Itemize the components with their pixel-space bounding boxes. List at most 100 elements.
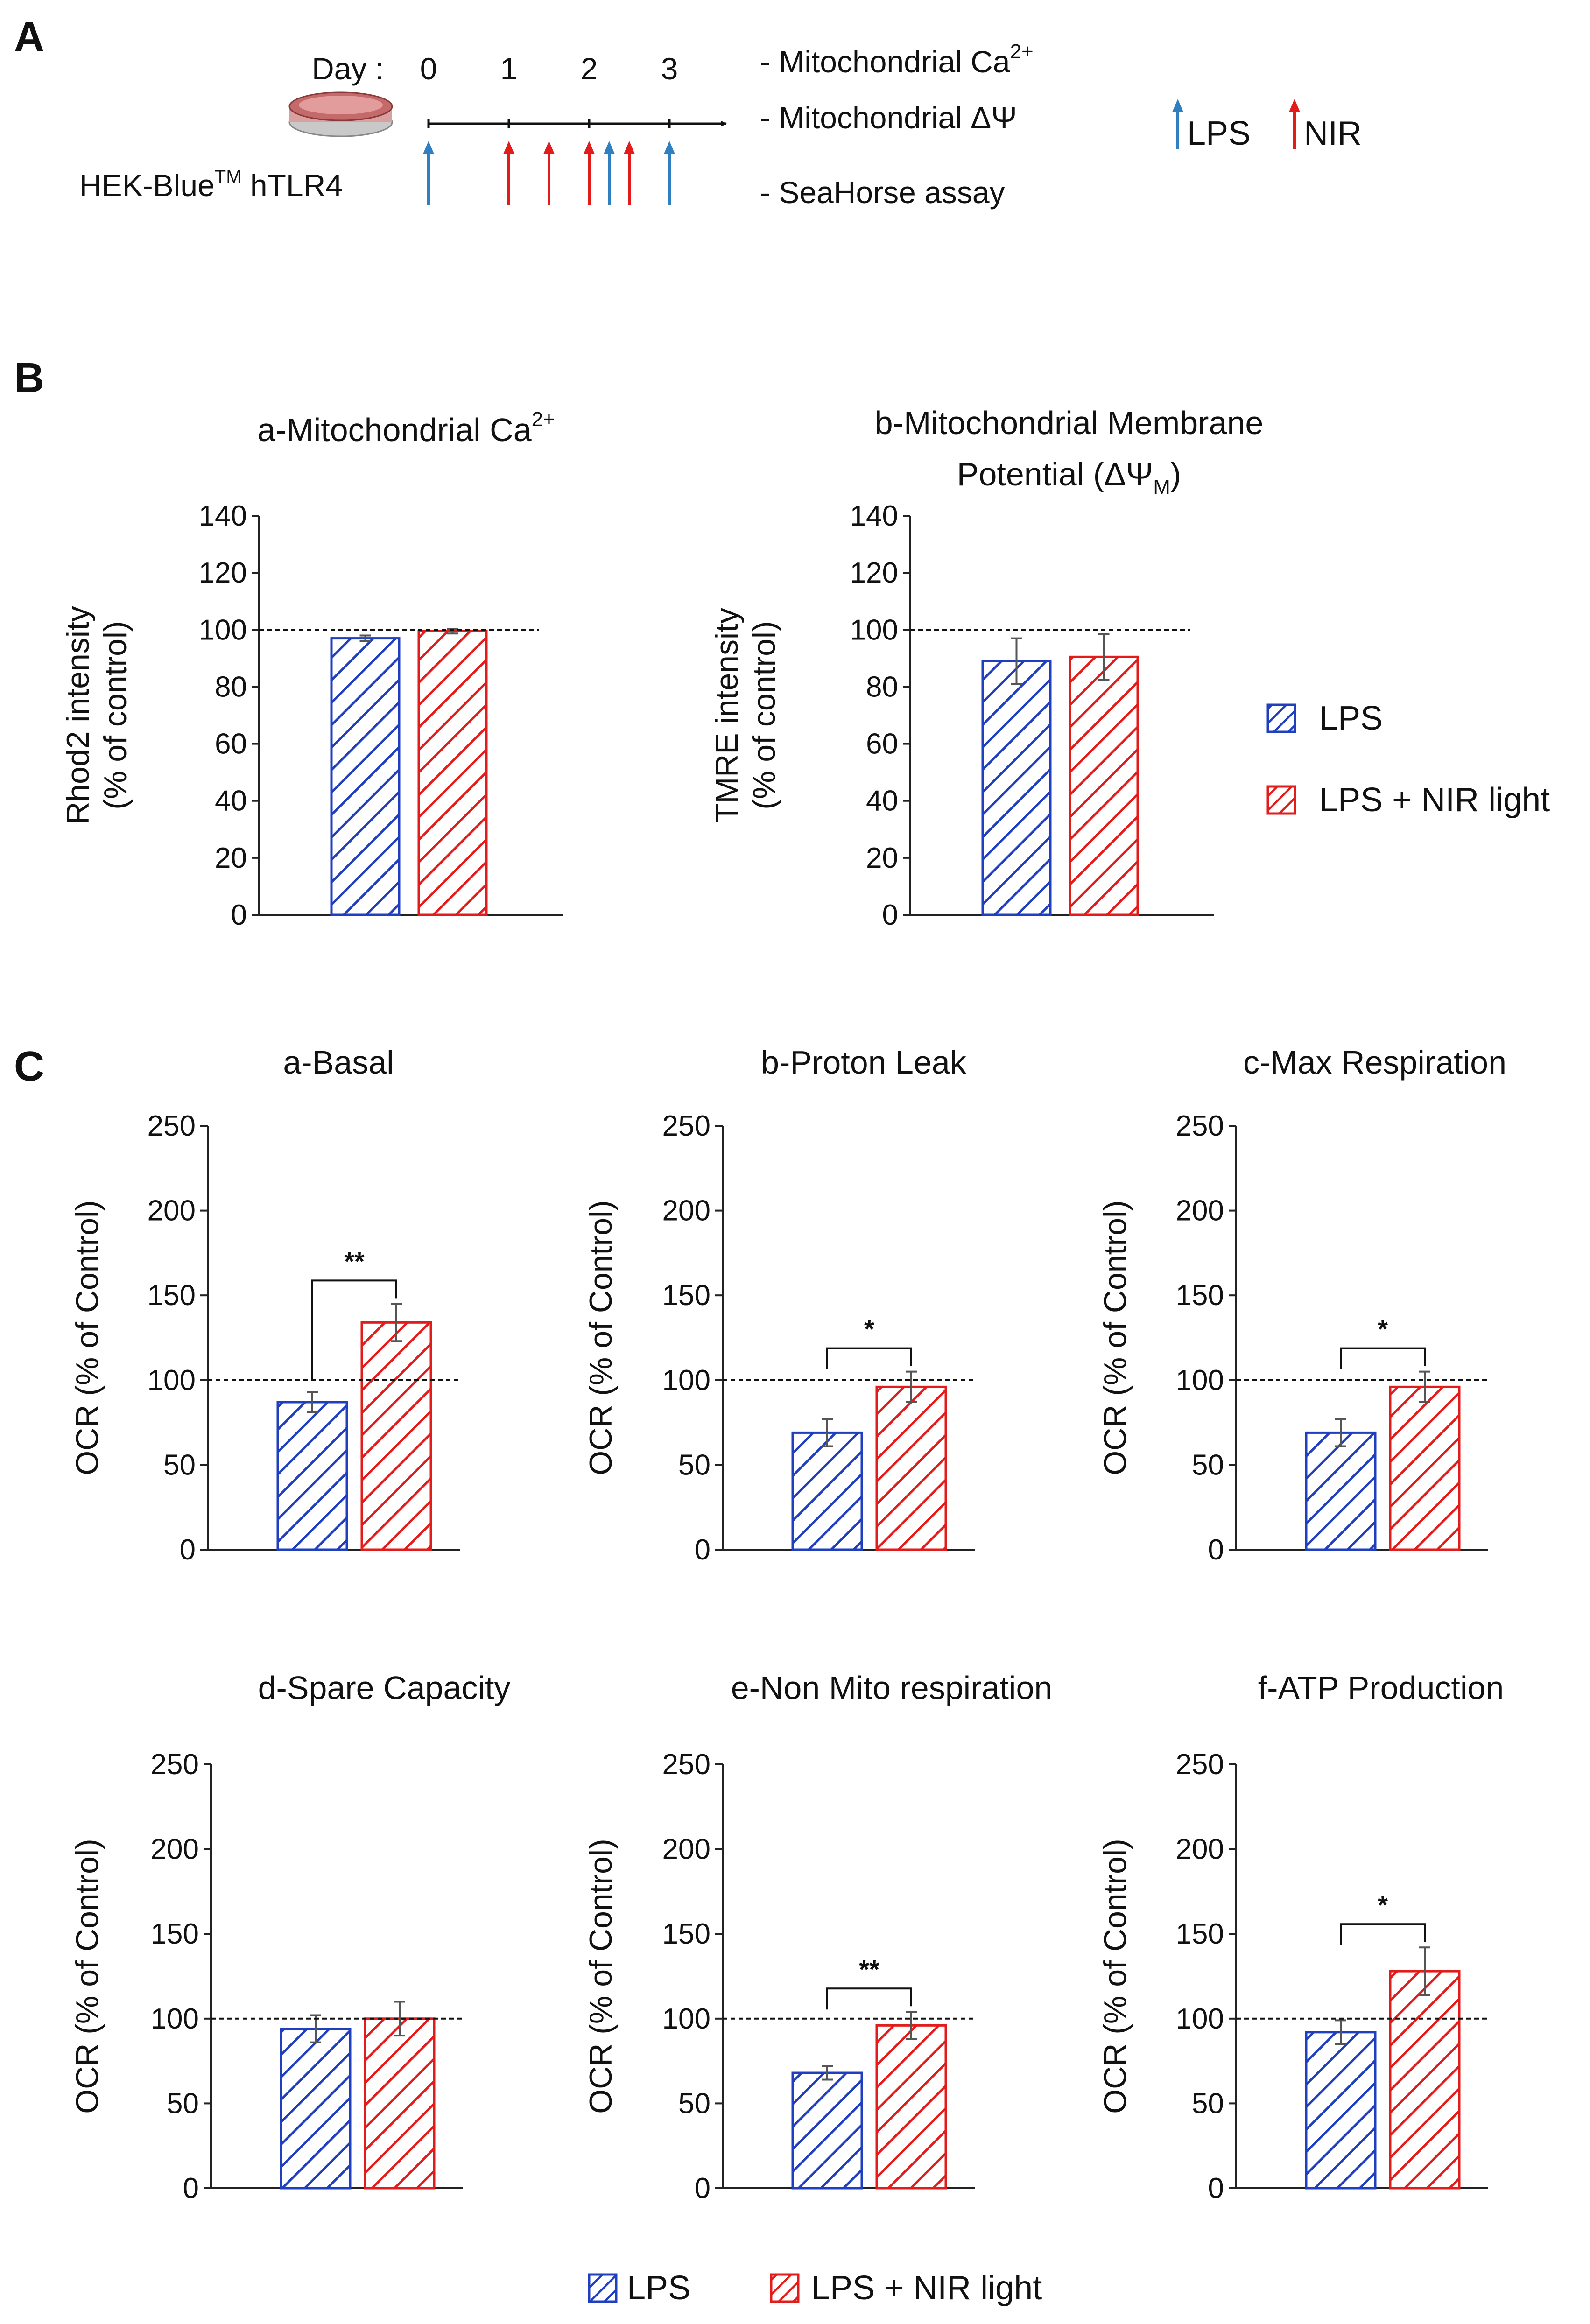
y-tick-label: 100 [662, 2003, 711, 2035]
y-tick-label: 100 [662, 1364, 711, 1397]
y-tick-label: 250 [1176, 1748, 1224, 1781]
y-tick-label: 250 [1176, 1110, 1224, 1142]
bar-lps-nir [360, 1321, 432, 1551]
nir-treatment-arrow [503, 141, 514, 205]
cell-line-label: HEK-BlueTM hTLR4 [79, 167, 343, 203]
lps-treatment-arrow [423, 141, 434, 205]
bar-lps-nir [364, 2017, 436, 2190]
error-bar [359, 634, 371, 642]
bar-lps [276, 1401, 348, 1551]
error-bar [906, 2011, 917, 2040]
panel-c-legend: LPS LPS + NIR light [588, 2269, 1042, 2307]
y-tick-label: 100 [850, 614, 898, 646]
error-bar [394, 2001, 405, 2037]
error-bar [1335, 2019, 1346, 2045]
chart-max-respiration: c-Max Respiration OCR (% of Control) 0 50 10… [1098, 1044, 1506, 1566]
y-axis-label: OCR (% of Control) [583, 1839, 619, 2113]
y-tick-label: 150 [1176, 1279, 1224, 1312]
y-axis-label: OCR (% of Control) [70, 1839, 105, 2113]
y-axis-label: (% of control) [98, 621, 133, 809]
bar-lps [791, 2071, 863, 2190]
readout-item: - Mitochondrial ΔΨ [760, 100, 1017, 135]
y-tick-label: 50 [1192, 1449, 1224, 1481]
y-tick-label: 80 [866, 671, 898, 703]
y-tick-label: 200 [148, 1195, 196, 1227]
y-tick-label: 140 [850, 500, 898, 532]
chart-proton-leak: b-Proton Leak OCR (% of Control) 0 50 100 150… [583, 1044, 975, 1566]
y-tick-label: 120 [850, 557, 898, 589]
y-tick-label: 250 [148, 1110, 196, 1142]
y-axis-label: OCR (% of Control) [583, 1200, 619, 1475]
error-bar [906, 1370, 917, 1404]
chart-title: b-Mitochondrial Membrane [875, 405, 1264, 441]
y-tick-label: 40 [866, 785, 898, 817]
nir-legend-label: NIR [1304, 115, 1362, 152]
day-number: 1 [500, 51, 518, 86]
y-tick-label: 0 [695, 1534, 711, 1566]
bar-lps [280, 2028, 352, 2190]
nir-treatment-arrow [543, 141, 555, 205]
y-tick-label: 50 [678, 2087, 711, 2120]
lps-treatment-arrow [664, 141, 675, 205]
error-bar [1419, 1370, 1430, 1404]
chart-title: e-Non Mito respiration [731, 1670, 1053, 1706]
y-axis-label: (% of control) [746, 621, 782, 809]
panel-a-timeline: A HEK-BlueTM hTLR4 Day : 0 1 2 3 - Mitochon… [14, 14, 1362, 210]
y-tick-label: 150 [662, 1918, 711, 1950]
nir-arrow-legend-icon [1289, 99, 1300, 149]
day-number: 0 [420, 51, 437, 86]
y-tick-label: 120 [199, 557, 247, 589]
day-number: 2 [581, 51, 598, 86]
y-tick-label: 50 [1192, 2087, 1224, 2120]
y-tick-label: 80 [215, 671, 247, 703]
y-tick-label: 100 [199, 614, 247, 646]
significance-bracket [311, 1279, 397, 1381]
bar-lps-nir [1069, 655, 1139, 916]
y-axis-label: OCR (% of Control) [1098, 1839, 1133, 2113]
y-axis-label: Rhod2 intensity [60, 606, 96, 825]
significance-marker: ** [859, 1954, 879, 1984]
y-tick-label: 50 [167, 2087, 199, 2120]
significance-bracket [826, 1347, 912, 1369]
legend-swatch-lps-bottom [588, 2273, 618, 2303]
y-tick-label: 0 [882, 899, 898, 931]
y-tick-label: 200 [662, 1833, 711, 1866]
legend-swatch-nir-bottom [770, 2273, 800, 2303]
nir-treatment-arrow [584, 141, 595, 205]
y-tick-label: 0 [231, 899, 247, 931]
chart-membrane-potential: b-Mitochondrial Membrane Potential (ΔΨM) T… [709, 405, 1263, 931]
y-tick-label: 140 [199, 500, 247, 532]
chart-title: a-Basal [283, 1044, 394, 1081]
significance-marker: * [1378, 1314, 1388, 1344]
error-bar [1011, 637, 1022, 685]
chart-title: c-Max Respiration [1243, 1044, 1506, 1081]
readout-item: - SeaHorse assay [760, 175, 1005, 210]
day-ticks [427, 119, 671, 128]
chart-title-line2: Potential (ΔΨM) [957, 456, 1181, 499]
y-tick-label: 0 [695, 2172, 711, 2205]
day-label: Day : [312, 51, 384, 86]
significance-marker: * [864, 1314, 874, 1344]
chart-title: a-Mitochondrial Ca2+ [257, 408, 555, 448]
chart-basal: a-Basal OCR (% of Control) 0 50 100 150 200 250… [70, 1044, 460, 1566]
y-tick-label: 250 [151, 1748, 199, 1781]
lps-arrow-legend-icon [1172, 99, 1183, 149]
nir-treatment-arrow [624, 141, 635, 205]
chart-non-mito-respiration: e-Non Mito respiration OCR (% of Control)… [583, 1670, 1052, 2205]
error-bar [822, 1418, 833, 1447]
error-bar [1335, 1418, 1346, 1447]
legend-label-nir: LPS + NIR light [1319, 781, 1550, 819]
lps-legend-label: LPS [1187, 115, 1251, 152]
bar-lps [1305, 1431, 1377, 1551]
bar-lps-nir [875, 2024, 947, 2190]
significance-bracket [1340, 1347, 1426, 1369]
chart-atp-production: f-ATP Production OCR (% of Control) 0 50 100… [1098, 1670, 1504, 2205]
bar-lps-nir [417, 630, 488, 916]
panel-letter-c: C [14, 1043, 44, 1090]
error-bar [822, 2065, 833, 2081]
panel-b-legend: LPS LPS + NIR light [1266, 700, 1550, 819]
y-tick-label: 40 [215, 785, 247, 817]
chart-mitochondrial-calcium: a-Mitochondrial Ca2+ Rhod2 intensity (% of… [60, 408, 563, 931]
y-axis-label: OCR (% of Control) [70, 1200, 105, 1475]
y-tick-label: 200 [662, 1195, 711, 1227]
